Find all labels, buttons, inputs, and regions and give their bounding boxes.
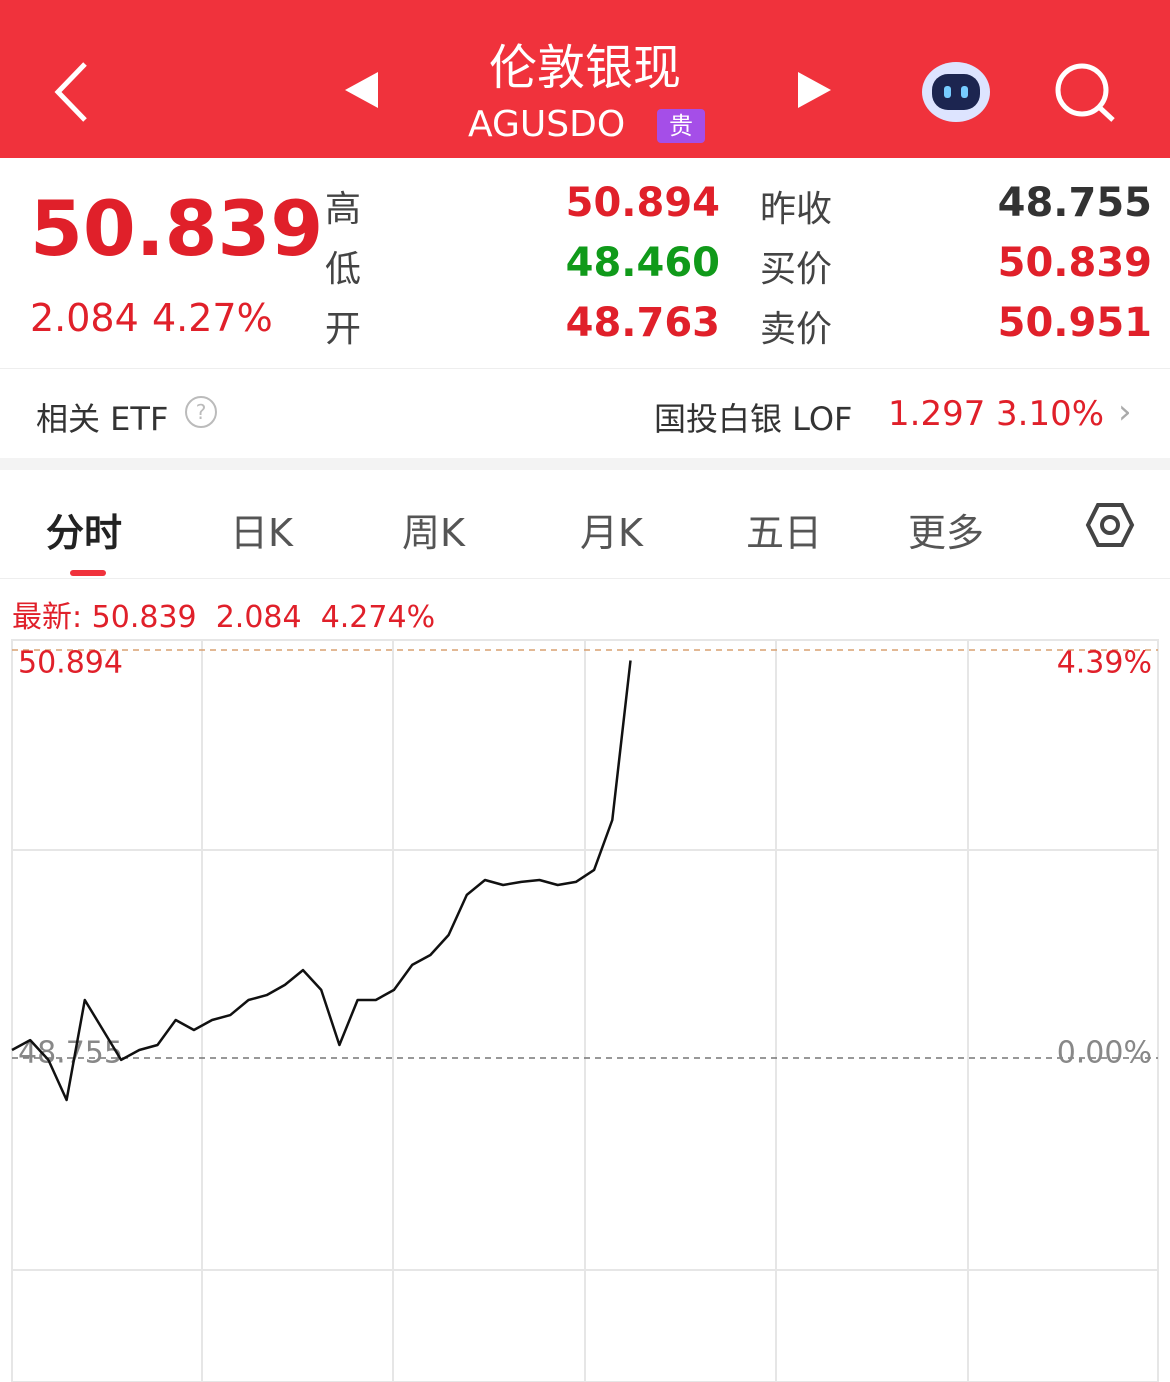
quote-label: 卖价 bbox=[760, 309, 833, 350]
quote-label: 低 bbox=[325, 249, 362, 290]
quote-value: 48.460 bbox=[565, 240, 720, 286]
tab[interactable]: 周K bbox=[402, 511, 465, 555]
etf-pct: 3.10% bbox=[996, 394, 1105, 434]
search[interactable] bbox=[1055, 63, 1115, 122]
next[interactable] bbox=[798, 72, 831, 108]
quote-label: 高 bbox=[325, 189, 362, 230]
quote-value: 48.755 bbox=[997, 180, 1152, 226]
etf-name[interactable]: 国投白银 LOF bbox=[654, 400, 853, 438]
help[interactable]: ? bbox=[185, 396, 217, 428]
tab[interactable]: 五日 bbox=[746, 511, 823, 555]
title: 伦敦银现 bbox=[488, 40, 681, 96]
high-label: 50.894 bbox=[18, 646, 123, 681]
latest-label: 最新: bbox=[12, 600, 83, 635]
latest-change: 2.084 bbox=[215, 600, 302, 635]
quote-value: 48.763 bbox=[565, 300, 720, 346]
latest: 最新: 50.839 2.084 4.274% bbox=[12, 592, 435, 636]
chevron[interactable]: › bbox=[1118, 392, 1132, 432]
quote-label: 买价 bbox=[760, 249, 833, 290]
price-line bbox=[11, 660, 632, 1102]
latest-price: 50.839 bbox=[91, 600, 197, 635]
back[interactable] bbox=[54, 62, 87, 122]
latest-pct: 4.274% bbox=[320, 600, 436, 635]
gap bbox=[0, 458, 1170, 470]
quote-value: 50.951 bbox=[997, 300, 1152, 346]
price: 50.839 bbox=[30, 184, 324, 273]
pct: 4.27% bbox=[152, 296, 273, 340]
base-label: 48.755 bbox=[18, 1036, 123, 1071]
tab-indicator bbox=[70, 570, 106, 576]
tab[interactable]: 更多 bbox=[908, 511, 985, 555]
badge: 贵 bbox=[657, 109, 705, 143]
tab[interactable]: 日K bbox=[230, 511, 293, 555]
change: 2.084 bbox=[30, 296, 139, 340]
settings[interactable] bbox=[1080, 500, 1140, 550]
etf-price: 1.297 bbox=[888, 394, 986, 434]
header-icons bbox=[54, 62, 1115, 122]
etf-label: 相关 ETF bbox=[36, 400, 169, 438]
base-pct: 0.00% bbox=[1057, 1036, 1152, 1071]
divider bbox=[0, 368, 1170, 369]
quote-value: 50.894 bbox=[565, 180, 720, 226]
quote-label: 昨收 bbox=[760, 189, 833, 230]
quote-value: 50.839 bbox=[997, 240, 1152, 286]
tab[interactable]: 月K bbox=[580, 511, 643, 555]
prev[interactable] bbox=[345, 72, 378, 108]
high-pct: 4.39% bbox=[1057, 646, 1152, 681]
code: AGUSDO bbox=[468, 104, 626, 145]
quote-label: 开 bbox=[325, 309, 362, 350]
divider bbox=[0, 578, 1170, 579]
tab[interactable]: 分时 bbox=[46, 511, 123, 555]
assistant[interactable] bbox=[922, 62, 990, 122]
